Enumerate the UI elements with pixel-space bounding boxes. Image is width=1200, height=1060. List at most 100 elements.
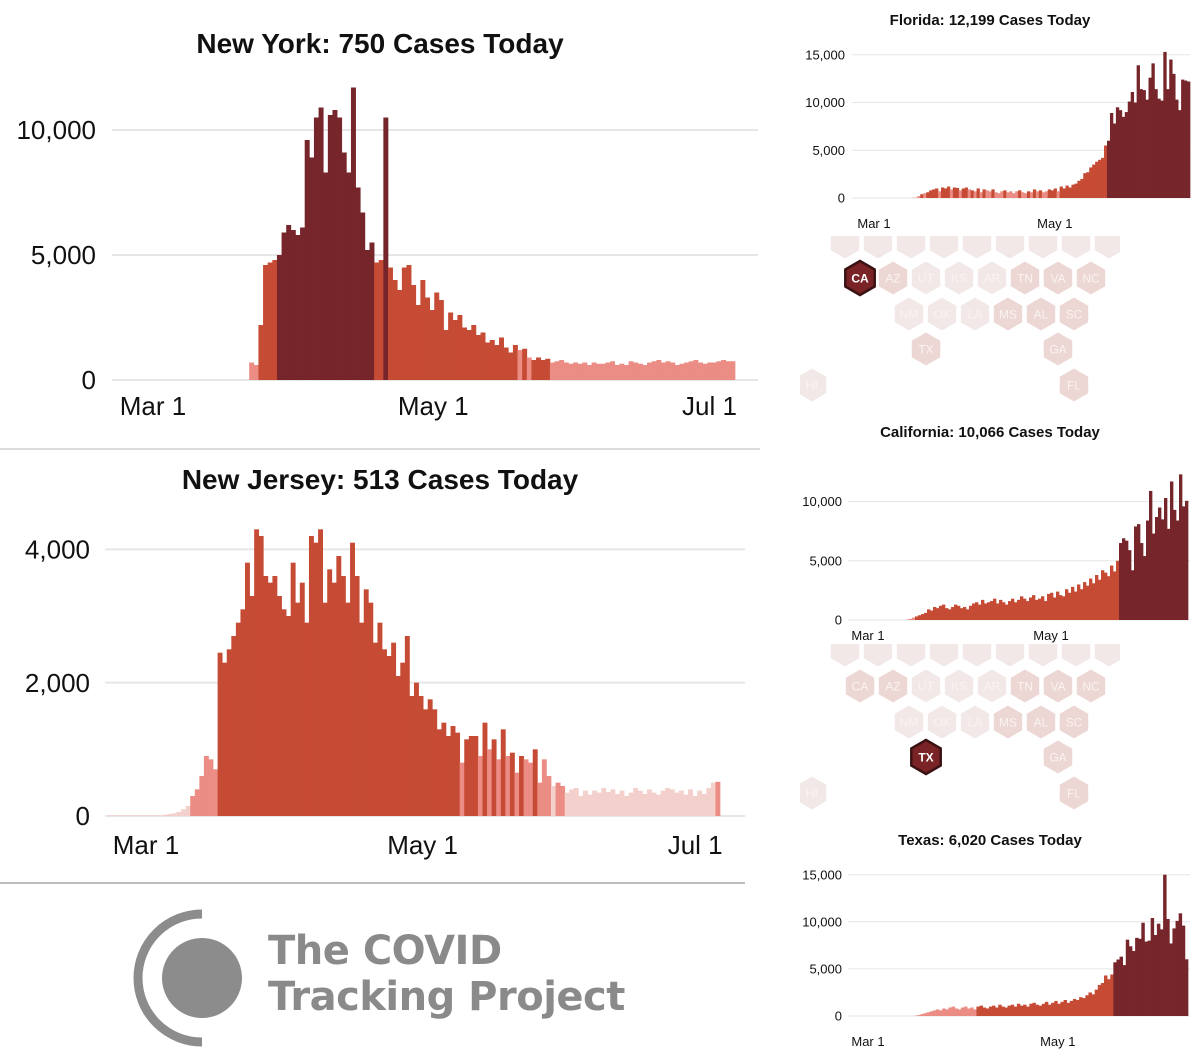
- y-tick-label: 4,000: [25, 534, 90, 564]
- y-tick-label: 0: [76, 801, 90, 831]
- bar: [1023, 599, 1026, 620]
- bar: [519, 756, 524, 816]
- bar: [478, 756, 483, 816]
- bar: [1146, 521, 1149, 620]
- bar: [550, 363, 555, 381]
- bar: [642, 365, 647, 380]
- state-hex-label: NM: [900, 716, 919, 730]
- bar: [537, 783, 542, 816]
- state-hex: [1028, 644, 1057, 667]
- bar: [1158, 508, 1161, 620]
- bar: [968, 189, 971, 198]
- state-hex-label: LA: [968, 308, 983, 322]
- bar: [1027, 191, 1030, 198]
- bar: [986, 1008, 989, 1016]
- bar: [1113, 124, 1116, 198]
- bar: [976, 1007, 979, 1016]
- bar: [1008, 601, 1011, 620]
- state-hex: [995, 644, 1024, 667]
- bar: [510, 753, 515, 816]
- state-hex: [830, 644, 859, 667]
- bar: [295, 603, 300, 816]
- bar: [941, 187, 944, 198]
- bar: [1086, 172, 1089, 198]
- bar: [944, 188, 947, 198]
- bar: [675, 365, 680, 380]
- bar: [272, 260, 277, 380]
- bar: [1009, 191, 1012, 198]
- bar: [291, 230, 296, 380]
- bar: [154, 815, 159, 816]
- bar: [1000, 191, 1003, 198]
- state-hex: [962, 236, 991, 259]
- bar: [726, 361, 731, 380]
- bar: [1045, 191, 1048, 198]
- bar: [1129, 946, 1132, 1016]
- bar: [999, 600, 1002, 620]
- bar: [149, 815, 154, 816]
- bar: [259, 536, 264, 816]
- bar: [948, 1008, 951, 1016]
- bar: [522, 349, 527, 380]
- bar: [483, 723, 488, 816]
- y-tick-label: 15,000: [802, 867, 842, 882]
- bar: [437, 729, 442, 816]
- bar: [615, 365, 620, 380]
- bar: [263, 576, 268, 816]
- bar: [588, 795, 593, 816]
- bar: [420, 280, 425, 380]
- bar: [965, 187, 968, 198]
- bar: [218, 653, 223, 816]
- bar: [277, 255, 282, 380]
- bar: [460, 763, 465, 816]
- bar: [1021, 192, 1024, 198]
- bar: [405, 636, 410, 816]
- bar: [1141, 923, 1144, 1016]
- state-hex: [863, 644, 892, 667]
- bar: [633, 788, 638, 816]
- bar: [508, 353, 513, 381]
- bar: [707, 363, 712, 381]
- bar: [332, 110, 337, 380]
- y-tick-label: 0: [82, 365, 96, 395]
- bar: [703, 364, 708, 380]
- bar: [556, 783, 561, 816]
- bar: [1014, 602, 1017, 620]
- bar: [1110, 566, 1113, 620]
- bar: [716, 361, 721, 380]
- bar: [1148, 941, 1151, 1016]
- bar: [1135, 938, 1138, 1016]
- state-hex-label: HI: [806, 379, 818, 393]
- bar: [1155, 517, 1158, 620]
- bar: [1032, 595, 1035, 620]
- bar: [1179, 913, 1182, 1016]
- bar: [601, 364, 606, 380]
- bar: [569, 789, 574, 816]
- bar: [960, 608, 963, 620]
- bar: [711, 783, 716, 816]
- state-hex-label: VA: [1050, 272, 1065, 286]
- bar: [670, 363, 675, 381]
- bar: [514, 773, 519, 816]
- bar: [277, 596, 282, 816]
- bar: [1140, 89, 1143, 198]
- bar: [993, 599, 996, 620]
- bar: [1131, 570, 1134, 620]
- bar: [1074, 592, 1077, 620]
- state-hex-label: TX: [918, 751, 933, 765]
- bar: [689, 361, 694, 380]
- bar: [629, 361, 634, 380]
- bar: [1160, 101, 1163, 198]
- bar: [592, 363, 597, 381]
- bar: [1161, 519, 1164, 620]
- bar: [295, 235, 300, 380]
- state-hex: [896, 236, 925, 259]
- bar: [1104, 145, 1107, 198]
- bar: [1074, 184, 1077, 198]
- bar: [702, 794, 707, 816]
- bar: [481, 333, 486, 381]
- bar: [364, 589, 369, 816]
- bar: [1039, 190, 1042, 198]
